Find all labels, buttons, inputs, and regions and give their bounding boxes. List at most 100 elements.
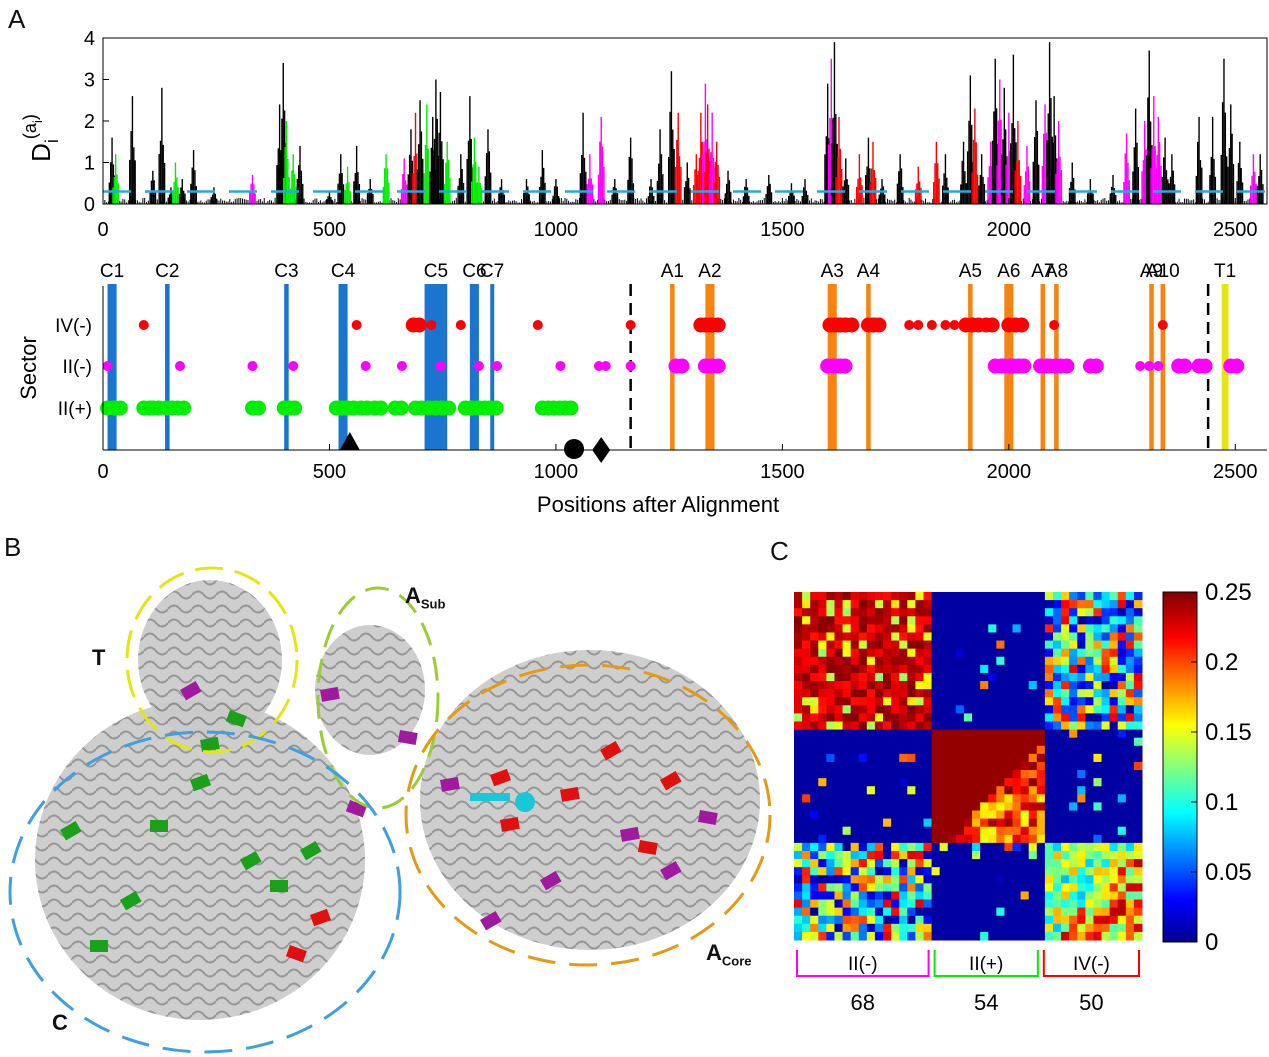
y-tick-label: 0 xyxy=(84,194,95,216)
heatmap-cell xyxy=(1069,826,1078,836)
heatmap-cell xyxy=(939,672,949,682)
heatmap-cell xyxy=(1077,810,1086,820)
heatmap-cell xyxy=(794,899,803,909)
x-tick-label: 1000 xyxy=(534,461,579,483)
heatmap-cell xyxy=(818,891,827,901)
heatmap-cell xyxy=(1012,632,1022,642)
heatmap-cell xyxy=(923,721,933,731)
heatmap-cell xyxy=(915,672,924,682)
heatmap-cell xyxy=(834,794,844,803)
heatmap-cell xyxy=(1061,923,1070,933)
heatmap-cell xyxy=(1093,616,1103,625)
heatmap-cell xyxy=(972,745,981,755)
heatmap-cell xyxy=(988,883,997,892)
heatmap-cell xyxy=(802,632,811,642)
heatmap-cell xyxy=(1093,883,1103,892)
sector-point xyxy=(1153,361,1164,371)
heatmap-cell xyxy=(1012,689,1022,698)
heatmap-cell xyxy=(1061,656,1070,666)
colorbar-tick-label: 0.15 xyxy=(1205,719,1252,746)
heatmap-cell xyxy=(1028,624,1038,633)
colorbar-tick-label: 0 xyxy=(1205,929,1218,956)
heatmap-cell xyxy=(1125,616,1135,625)
heatmap-cell xyxy=(988,745,997,755)
heatmap-cell xyxy=(1061,600,1070,609)
heatmap-cell xyxy=(810,745,819,755)
heatmap-cell xyxy=(923,842,933,852)
heatmap-cell xyxy=(850,697,860,706)
heatmap-cell xyxy=(818,640,827,650)
heatmap-cell xyxy=(947,640,957,650)
heatmap-cell xyxy=(1044,850,1054,860)
heatmap-cell xyxy=(1117,761,1127,771)
heatmap-cell xyxy=(915,834,924,844)
heatmap-cell xyxy=(1077,875,1086,884)
heatmap-cell xyxy=(818,745,827,755)
heatmap-cell xyxy=(963,761,973,771)
heatmap-cell xyxy=(826,770,835,779)
sector-patches xyxy=(60,681,718,963)
sector-point xyxy=(625,320,636,330)
heatmap-cell xyxy=(1036,592,1046,601)
heatmap-cell xyxy=(794,810,803,820)
heatmap-cell xyxy=(834,592,844,601)
heatmap-cell xyxy=(874,907,884,917)
heatmap-cell xyxy=(1133,721,1143,731)
heatmap-cell xyxy=(842,672,852,682)
heatmap-cell xyxy=(955,931,965,941)
heatmap-cell xyxy=(1133,729,1143,739)
heatmap-cell xyxy=(899,729,908,739)
heatmap-cell xyxy=(915,753,924,763)
heatmap-cell xyxy=(1052,915,1062,925)
heatmap-cell xyxy=(1052,632,1062,642)
heatmap-cell xyxy=(1044,810,1054,820)
heatmap-cell xyxy=(858,592,868,601)
heatmap-cell xyxy=(810,697,819,706)
heatmap-cell xyxy=(988,842,997,852)
heatmap-cell xyxy=(1012,826,1022,836)
heatmap-cell xyxy=(850,616,860,625)
heatmap-cell xyxy=(907,592,916,601)
heatmap-cell xyxy=(1028,915,1038,925)
heatmap-cell xyxy=(1117,850,1127,860)
heatmap-cell xyxy=(1069,786,1078,795)
heatmap-cell xyxy=(1069,608,1078,617)
heatmap-cell xyxy=(1052,875,1062,884)
heatmap-cell xyxy=(874,931,884,941)
region-c-outline xyxy=(8,730,402,1054)
heatmap-cell xyxy=(1109,721,1119,731)
heatmap-cell xyxy=(939,640,949,650)
heatmap-cell xyxy=(1109,802,1119,812)
heatmap-cell xyxy=(866,899,876,909)
heatmap-cell xyxy=(858,907,868,917)
heatmap-cell xyxy=(1125,697,1135,706)
heatmap-cell xyxy=(980,608,989,617)
heatmap-cell xyxy=(1052,810,1062,820)
heatmap-cell xyxy=(858,608,868,617)
heatmap-cell xyxy=(810,818,819,828)
heatmap-cell xyxy=(1012,697,1022,706)
heatmap-cell xyxy=(955,729,965,739)
heatmap-cell xyxy=(834,786,844,795)
heatmap-cell xyxy=(988,672,997,682)
heatmap-cell xyxy=(1133,600,1143,609)
heatmap-cell xyxy=(883,923,892,933)
heatmap-cell xyxy=(915,705,924,714)
heatmap-cell xyxy=(996,794,1005,803)
heatmap-cell xyxy=(1093,923,1103,933)
heatmap-cell xyxy=(1028,672,1038,682)
sector-point xyxy=(138,320,149,330)
heatmap-cell xyxy=(1085,632,1094,642)
heatmap-cell xyxy=(1028,713,1038,722)
heatmap-cell xyxy=(1061,867,1070,876)
heatmap-cell xyxy=(874,794,884,803)
heatmap-cell xyxy=(1052,608,1062,617)
heatmap-cell xyxy=(1061,624,1070,633)
heatmap-cell xyxy=(1117,915,1127,925)
heatmap-cell xyxy=(1004,931,1014,941)
heatmap-cell xyxy=(1020,826,1030,836)
heatmap-cell xyxy=(1044,834,1054,844)
x-tick-label: 1500 xyxy=(760,461,805,483)
heatmap-cell xyxy=(899,624,908,633)
heatmap-cell xyxy=(1085,834,1094,844)
